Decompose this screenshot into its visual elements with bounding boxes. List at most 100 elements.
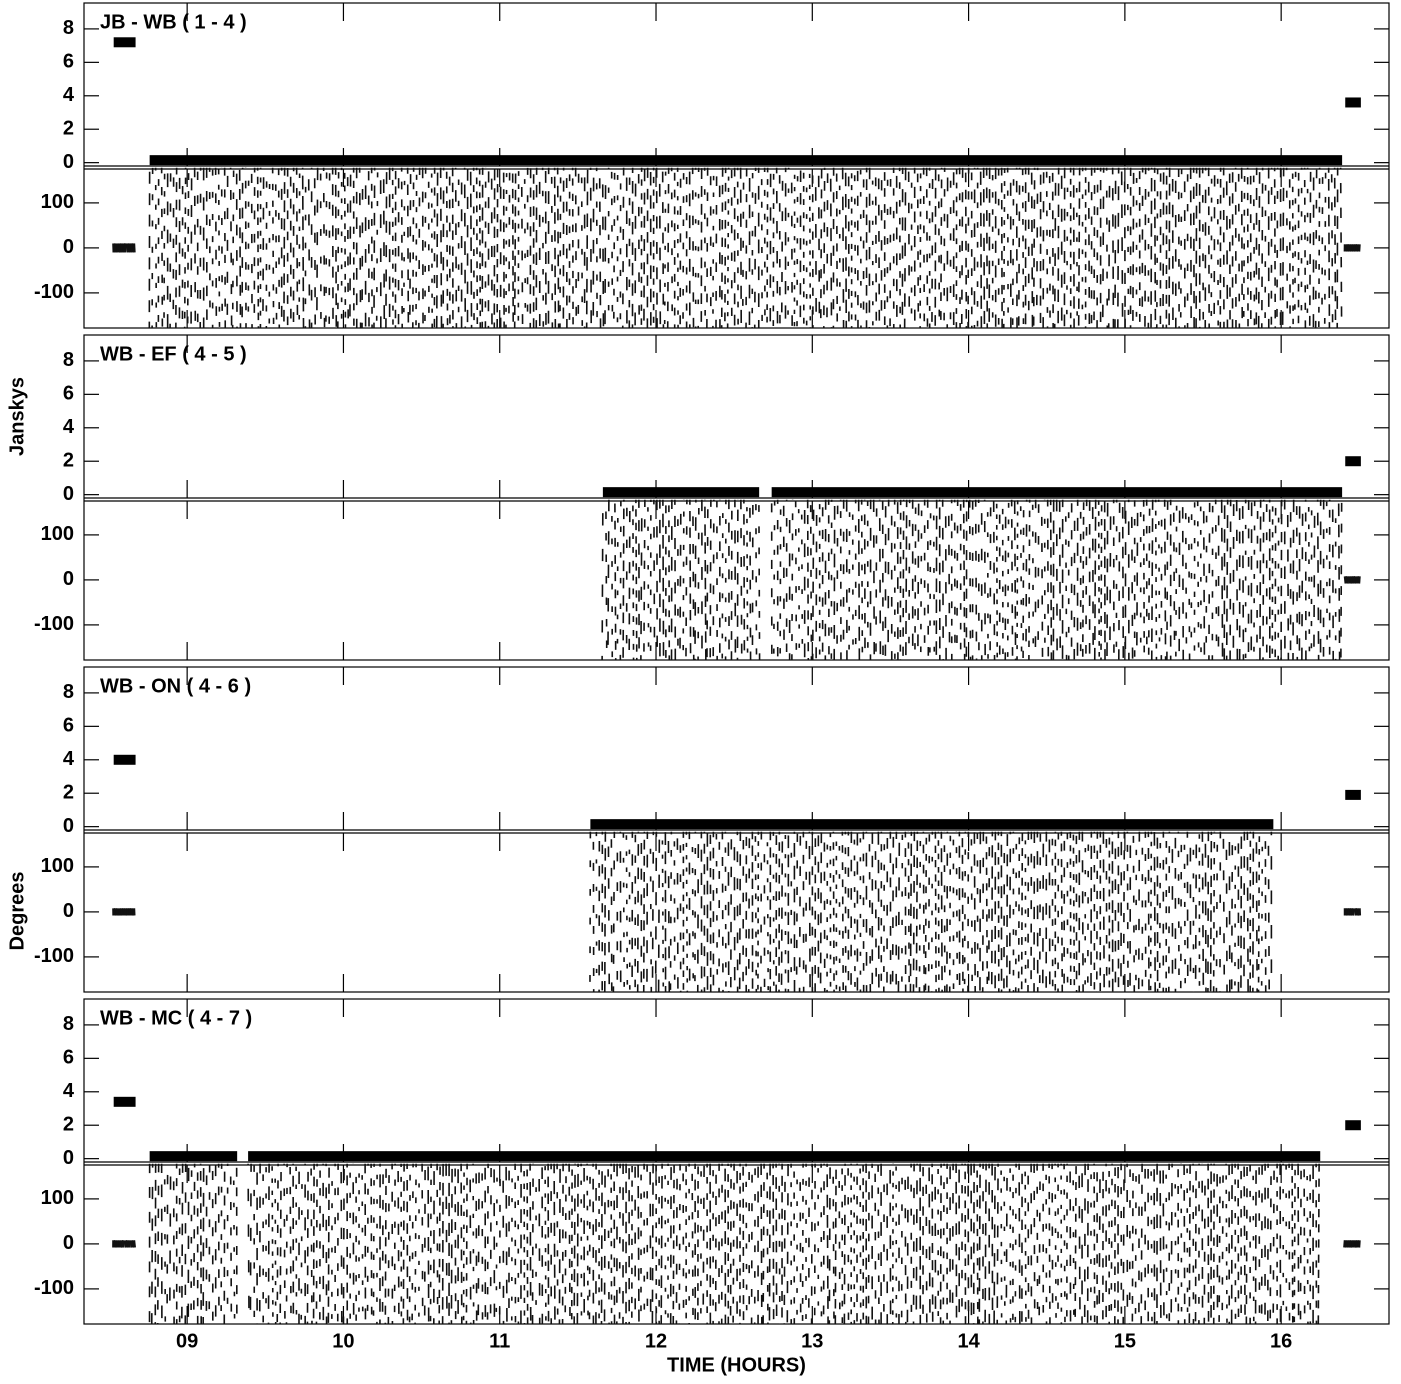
phase-points <box>454 1163 457 1325</box>
phase-points <box>859 1163 862 1325</box>
phase-points <box>922 167 926 329</box>
phase-points <box>1149 831 1153 993</box>
phase-points <box>967 167 970 329</box>
phase-points <box>1098 1163 1101 1325</box>
phase-points <box>1201 167 1205 329</box>
phase-points <box>654 831 658 993</box>
phase-points <box>1122 1163 1125 1325</box>
phase-points <box>415 167 418 329</box>
phase-points <box>810 1163 813 1325</box>
phase-points <box>1214 499 1218 661</box>
phase-points <box>1295 499 1299 661</box>
phase-points <box>1321 167 1324 329</box>
phase-points <box>438 1163 441 1325</box>
phase-points <box>724 167 727 329</box>
phase-points <box>634 167 637 329</box>
phase-points <box>256 167 260 329</box>
phase-points <box>943 167 946 329</box>
phase-points <box>916 167 920 329</box>
phase-points <box>121 1240 126 1248</box>
phase-points <box>229 1163 233 1325</box>
phase-points <box>715 831 719 993</box>
amplitude-block <box>113 1096 136 1107</box>
phase-points <box>450 1163 453 1325</box>
phase-points <box>1093 499 1097 661</box>
x-tick-label: 09 <box>176 1330 198 1352</box>
phase-points <box>874 831 878 993</box>
phase-points <box>1157 499 1161 661</box>
phase-points <box>1140 1163 1143 1325</box>
phase-points <box>766 831 770 993</box>
phase-points <box>1349 576 1354 584</box>
phase-points <box>1101 167 1105 329</box>
phase-points <box>931 1163 934 1325</box>
phase-points <box>1349 908 1353 916</box>
phase-points <box>192 1163 196 1325</box>
phase-points <box>621 167 625 329</box>
phase-points <box>703 167 706 329</box>
phase-points <box>276 1163 279 1325</box>
phase-points <box>692 499 695 661</box>
phase-points <box>906 1163 909 1325</box>
phase-points <box>661 167 665 329</box>
x-tick-label: 15 <box>1114 1330 1136 1352</box>
phase-points <box>755 499 758 661</box>
phase-points <box>1327 167 1331 329</box>
phase-points <box>1126 831 1129 993</box>
phase-points <box>649 831 653 993</box>
phase-points <box>283 1163 286 1325</box>
phase-points <box>1130 499 1134 661</box>
phase-points <box>647 499 650 661</box>
phase-points <box>819 167 823 329</box>
phase-points <box>462 1163 465 1325</box>
phase-points <box>375 167 379 329</box>
phase-points <box>1158 831 1162 993</box>
phase-points <box>675 1163 678 1325</box>
phase-points <box>996 1163 999 1325</box>
phase-points <box>1166 499 1169 661</box>
phase-points <box>300 1163 303 1325</box>
y-tick-label: 8 <box>63 17 74 39</box>
phase-points <box>1038 831 1042 993</box>
phase-points <box>898 167 901 329</box>
phase-points <box>531 1163 534 1325</box>
phase-points <box>1291 1163 1294 1325</box>
phase-points <box>919 499 923 661</box>
phase-points <box>463 167 467 329</box>
phase-points <box>1102 831 1105 993</box>
phase-points <box>1276 167 1279 329</box>
y-tick-label: 6 <box>63 1047 74 1069</box>
phase-points <box>915 1163 918 1325</box>
phase-points <box>1054 1163 1057 1325</box>
phase-points <box>1072 831 1076 993</box>
phase-points <box>1041 831 1045 993</box>
phase-points <box>682 167 685 329</box>
phase-points <box>780 831 784 993</box>
phase-points <box>1030 167 1034 329</box>
phase-points <box>1006 167 1009 329</box>
phase-points <box>826 1163 829 1325</box>
phase-points <box>937 831 940 993</box>
amplitude-block <box>149 155 1343 166</box>
phase-points <box>877 831 880 993</box>
phase-points <box>346 167 350 329</box>
amplitude-block <box>1345 789 1361 800</box>
phase-points <box>1036 1163 1039 1325</box>
phase-points <box>1049 499 1053 661</box>
phase-points <box>1017 831 1021 993</box>
x-tick-label: 12 <box>645 1330 667 1352</box>
phase-points <box>1065 167 1069 329</box>
phase-points <box>1091 499 1095 661</box>
phase-points <box>968 499 972 661</box>
phase-points <box>1163 499 1167 661</box>
amplitude-block <box>590 819 1274 830</box>
phase-points <box>927 831 931 993</box>
phase-points <box>1135 499 1139 661</box>
phase-points <box>956 499 959 661</box>
phase-points <box>588 1163 591 1325</box>
phase-points <box>993 1163 996 1325</box>
phase-points <box>622 499 625 661</box>
phase-points <box>691 1163 694 1325</box>
phase-points <box>1168 831 1171 993</box>
